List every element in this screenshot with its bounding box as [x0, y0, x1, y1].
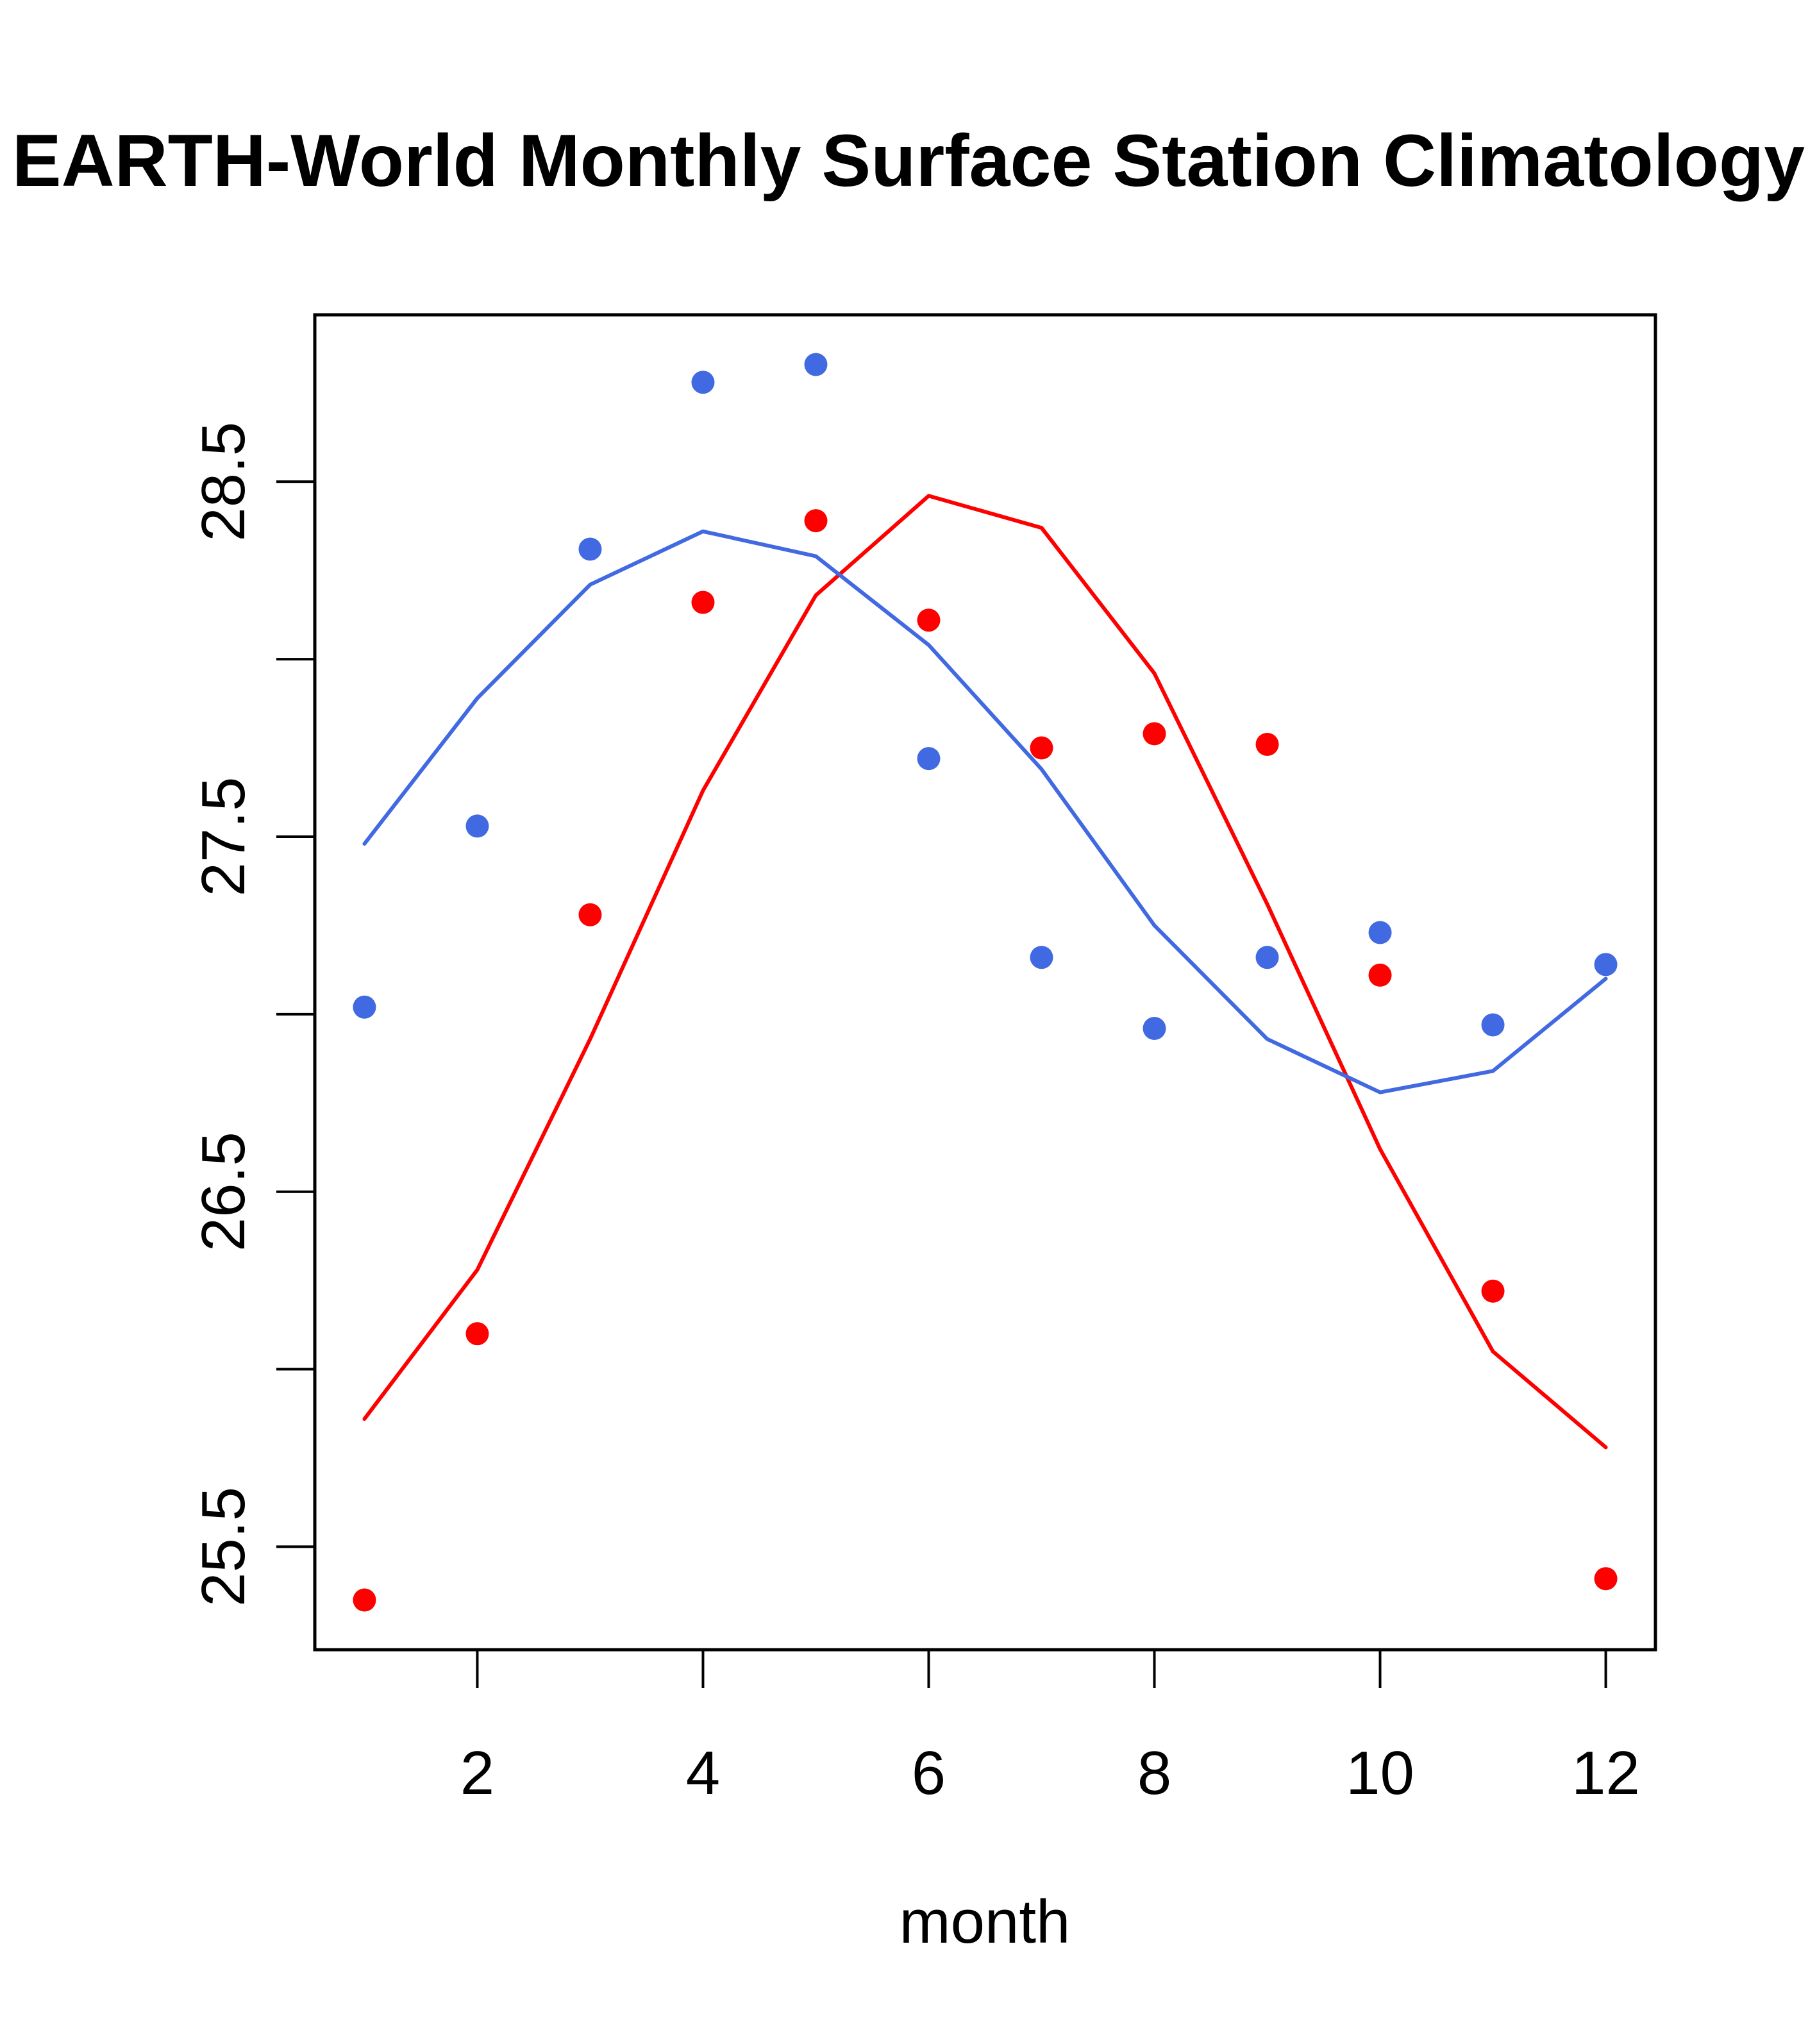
red-line: [362, 494, 1608, 1450]
x-axis-label: month: [900, 1888, 1071, 1956]
x-tick-label: 2: [460, 1739, 494, 1807]
y-tick-label: 27.5: [189, 777, 258, 897]
red-point-month-7: [1030, 736, 1053, 760]
x-tick-label: 6: [912, 1739, 946, 1807]
red-point-month-1: [353, 1588, 376, 1612]
red-point-month-2: [465, 1322, 489, 1346]
blue-point-month-12: [1594, 953, 1618, 976]
blue-point-month-10: [1368, 921, 1392, 944]
y-tick-label: 28.5: [189, 422, 258, 542]
x-tick-label: 12: [1571, 1739, 1640, 1807]
red-point-month-8: [1143, 722, 1166, 746]
blue-point-month-11: [1481, 1013, 1505, 1037]
red-point-month-5: [804, 509, 828, 533]
blue-point-month-5: [804, 353, 828, 376]
blue-point-month-3: [578, 537, 602, 561]
y-tick-label: 25.5: [189, 1487, 258, 1607]
blue-point-month-8: [1143, 1016, 1166, 1040]
y-tick-label: 26.5: [189, 1132, 258, 1252]
plot-frame: [313, 313, 1657, 1652]
blue-line: [362, 529, 1608, 1094]
blue-point-month-4: [691, 371, 715, 394]
blue-point-month-1: [353, 995, 376, 1019]
x-tick-label: 10: [1346, 1739, 1414, 1807]
blue-point-month-7: [1030, 946, 1053, 969]
red-point-month-12: [1594, 1567, 1618, 1591]
y-axis: 25.5 26.5 27.5 28.5: [189, 422, 315, 1607]
red-point-month-4: [691, 591, 715, 614]
red-points: [353, 509, 1618, 1612]
red-point-month-3: [578, 903, 602, 926]
x-tick-label: 4: [686, 1739, 720, 1807]
x-tick-label: 8: [1137, 1739, 1171, 1807]
x-axis: 2 4 6 8 10 12: [460, 1650, 1640, 1807]
red-point-month-11: [1481, 1279, 1505, 1303]
blue-point-month-2: [465, 814, 489, 838]
blue-points: [353, 353, 1618, 1040]
series-layer: [353, 353, 1618, 1612]
red-point-month-10: [1368, 963, 1392, 987]
blue-point-month-9: [1255, 946, 1279, 969]
red-point-month-9: [1255, 733, 1279, 757]
chart-title: EARTH-World Monthly Surface Station Clim…: [12, 120, 1805, 202]
blue-point-month-6: [917, 747, 941, 771]
red-point-month-6: [917, 608, 941, 632]
